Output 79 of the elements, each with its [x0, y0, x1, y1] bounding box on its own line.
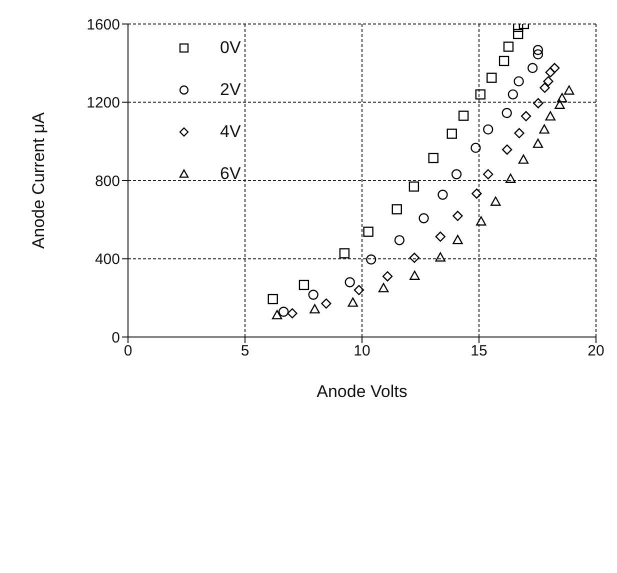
- point: [410, 270, 420, 280]
- point: [514, 128, 524, 138]
- point: [476, 216, 486, 226]
- point: [378, 282, 389, 292]
- point: [483, 169, 494, 180]
- point: [435, 232, 446, 242]
- point: [408, 181, 420, 192]
- point: [452, 210, 463, 222]
- point: [354, 284, 364, 296]
- x-tick-label: 10: [354, 342, 370, 360]
- point: [308, 290, 318, 300]
- x-tick-label: 15: [470, 342, 488, 360]
- point: [298, 280, 310, 290]
- point: [470, 142, 481, 153]
- point: [502, 108, 512, 118]
- point: [512, 24, 524, 32]
- point: [532, 49, 544, 60]
- y-tick-label: 800: [94, 172, 120, 190]
- y-tick-label: 0: [112, 329, 120, 346]
- point: [321, 298, 332, 309]
- point: [502, 144, 512, 155]
- point: [533, 98, 544, 108]
- point: [438, 190, 448, 200]
- legend-label: 4V: [220, 122, 241, 142]
- point: [498, 56, 510, 66]
- point: [475, 89, 486, 100]
- legend-label: 6V: [220, 164, 241, 184]
- point: [278, 306, 289, 317]
- point: [520, 111, 532, 122]
- point: [518, 154, 529, 164]
- point: [527, 62, 538, 74]
- point: [486, 72, 497, 83]
- x-tick-label: 0: [124, 342, 132, 360]
- point: [446, 128, 457, 139]
- point: [503, 42, 514, 52]
- point: [472, 188, 482, 199]
- legend-label: 2V: [220, 80, 241, 100]
- point: [556, 93, 568, 102]
- point: [409, 252, 420, 263]
- point: [310, 304, 320, 314]
- point: [272, 310, 282, 320]
- point: [505, 174, 516, 183]
- point: [490, 196, 501, 206]
- point: [540, 82, 550, 93]
- point: [363, 226, 374, 237]
- point: [268, 294, 278, 304]
- point: [483, 124, 494, 135]
- point: [554, 100, 565, 109]
- point: [339, 248, 350, 258]
- point: [287, 308, 298, 318]
- y-tick-label: 1600: [86, 16, 120, 34]
- point: [435, 252, 446, 262]
- y-tick-label: 1200: [86, 94, 120, 112]
- point: [512, 28, 524, 40]
- point: [366, 254, 376, 265]
- point: [452, 234, 463, 244]
- point: [428, 152, 438, 164]
- y-tick-label: 400: [94, 251, 120, 268]
- point: [532, 138, 544, 148]
- point: [545, 111, 556, 121]
- x-axis-title: Anode Volts: [316, 382, 408, 401]
- point: [514, 76, 524, 86]
- point: [392, 204, 402, 214]
- x-tick-label: 20: [588, 342, 604, 360]
- point: [564, 85, 574, 95]
- point: [344, 277, 355, 288]
- point: [532, 44, 544, 56]
- point: [394, 235, 405, 246]
- legend-label: 0V: [220, 38, 241, 58]
- point: [382, 271, 393, 282]
- point: [543, 76, 554, 86]
- point: [539, 124, 550, 134]
- point: [418, 213, 429, 224]
- x-tick-label: 5: [240, 342, 250, 360]
- y-axis-title: Anode Current μA: [29, 112, 48, 249]
- point: [348, 297, 358, 307]
- point: [458, 110, 469, 121]
- point: [508, 89, 518, 100]
- point: [451, 169, 462, 180]
